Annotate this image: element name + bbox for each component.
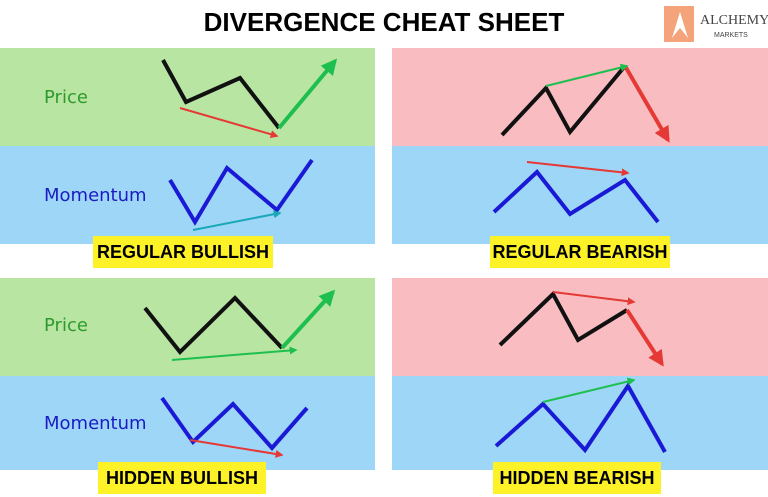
badge: HIDDEN BEARISH: [499, 468, 654, 488]
badge-box: [490, 236, 670, 268]
logo: ALCHEMY MARKETS: [664, 6, 768, 42]
badge: HIDDEN BULLISH: [106, 468, 258, 488]
momentum-band: [392, 376, 768, 470]
price-band: [0, 48, 375, 146]
price-label: Price: [44, 315, 88, 336]
badge-box: [493, 462, 661, 494]
logo-name: ALCHEMY: [700, 13, 768, 28]
logo-sub: MARKETS: [714, 32, 748, 39]
badge: REGULAR BEARISH: [492, 242, 667, 262]
badge-box: [93, 236, 273, 268]
price-label: Price: [44, 87, 88, 108]
drawings: [143, 58, 670, 458]
momentum-label: Momentum: [44, 185, 147, 206]
momentum-band: [392, 146, 768, 244]
badge-box: [98, 462, 266, 494]
momentum-label: Momentum: [44, 413, 147, 434]
price-band: [392, 48, 768, 146]
title: DIVERGENCE CHEAT SHEET: [204, 7, 565, 37]
price-band: [392, 278, 768, 376]
badge: REGULAR BULLISH: [97, 242, 269, 262]
momentum-band: [0, 376, 375, 470]
